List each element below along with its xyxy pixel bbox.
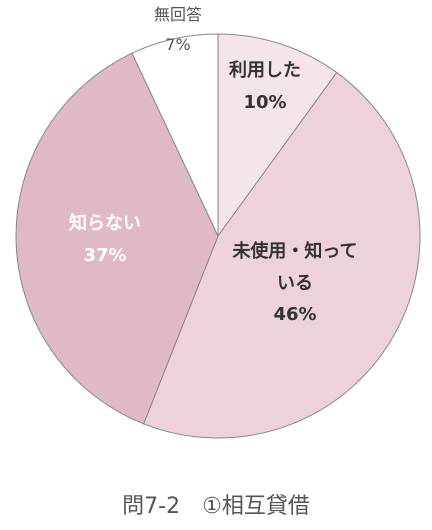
- slice-label: 知らない 37%: [40, 208, 170, 271]
- pie: [15, 33, 421, 439]
- slice-label: 無回答 7%: [128, 2, 228, 57]
- pie-slice: [142, 71, 421, 439]
- category-label: 利用した: [229, 60, 301, 81]
- value-label: 10%: [243, 91, 287, 113]
- category-label: 無回答: [153, 5, 202, 24]
- category-label: 未使用・知っている: [232, 241, 358, 294]
- pie-slice: [217, 33, 338, 238]
- value-label: 37%: [83, 244, 127, 266]
- slice-label: 未使用・知っている 46%: [230, 236, 360, 331]
- slice-label: 利用した 10%: [200, 55, 330, 118]
- value-label: 7%: [165, 34, 191, 54]
- chart-title: 問7-2 ①相互貸借: [122, 494, 310, 519]
- pie-slice: [131, 33, 219, 237]
- value-label: 46%: [273, 304, 317, 325]
- pie-slice: [15, 52, 219, 425]
- category-label: 知らない: [69, 213, 141, 234]
